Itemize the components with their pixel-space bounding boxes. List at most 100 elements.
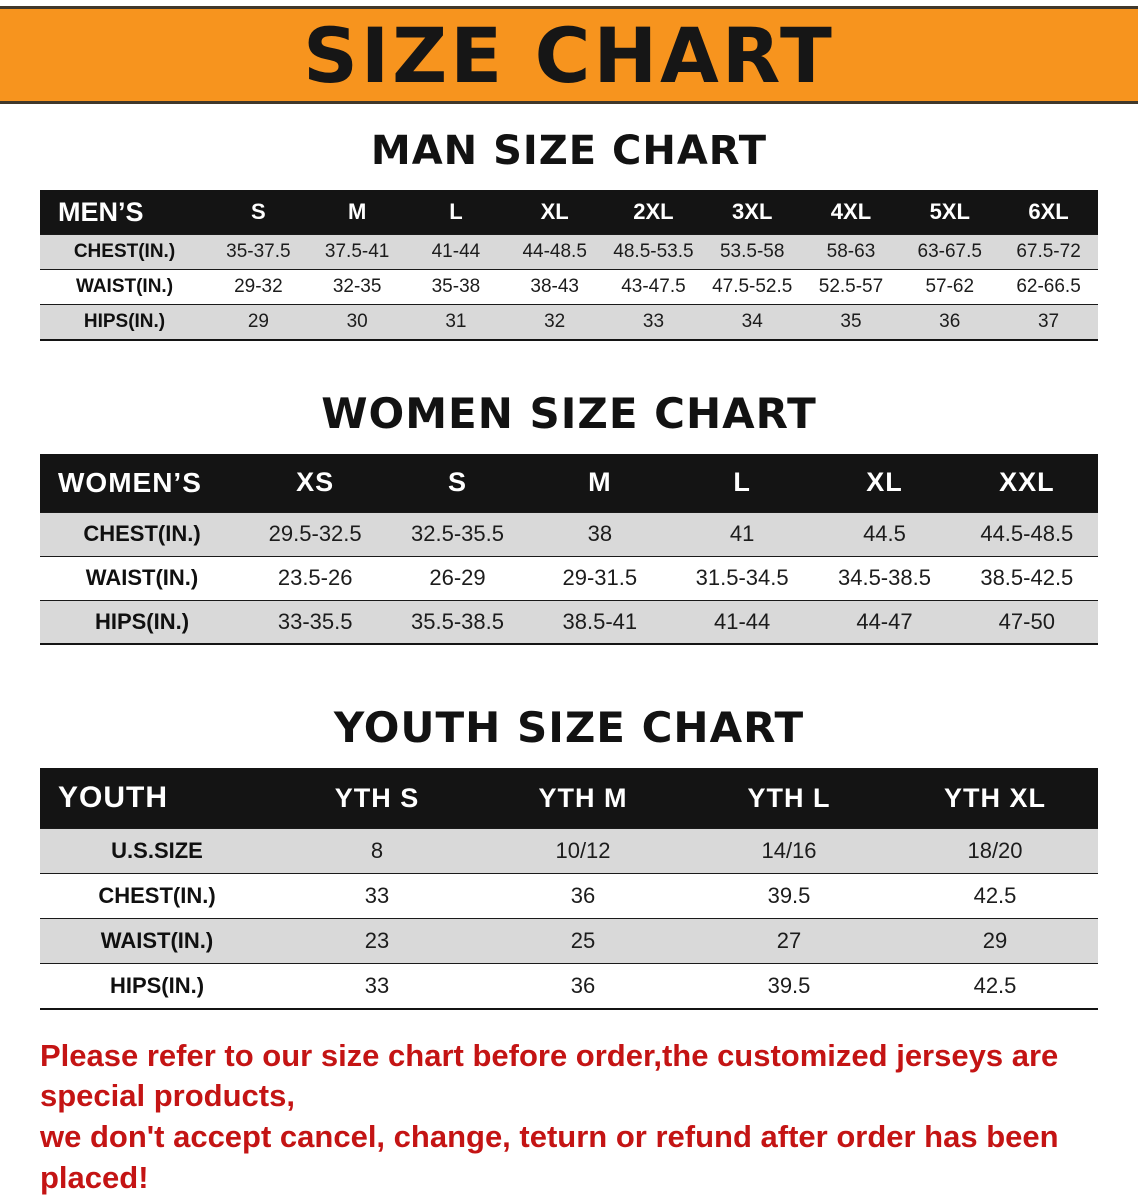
size-value: 52.5-57	[802, 270, 901, 305]
size-value: 41-44	[407, 235, 506, 270]
size-value: 29-32	[209, 270, 308, 305]
size-value: 38	[529, 512, 671, 556]
women-section-heading: WOMEN SIZE CHART	[0, 389, 1138, 438]
size-value: 31	[407, 305, 506, 340]
size-value: 62-66.5	[999, 270, 1098, 305]
size-value: 23	[274, 919, 480, 964]
size-value: 8	[274, 829, 480, 874]
size-column-header: XXL	[956, 454, 1098, 513]
youth-section-heading: YOUTH SIZE CHART	[0, 703, 1138, 752]
size-value: 38.5-42.5	[956, 556, 1098, 600]
size-value: 14/16	[686, 829, 892, 874]
size-value: 32-35	[308, 270, 407, 305]
size-column-header: L	[407, 190, 506, 235]
size-value: 38.5-41	[529, 600, 671, 644]
size-value: 44.5-48.5	[956, 512, 1098, 556]
size-column-header: YTH XL	[892, 768, 1098, 829]
measurement-label: U.S.SIZE	[40, 829, 274, 874]
size-value: 29	[892, 919, 1098, 964]
size-column-header: S	[209, 190, 308, 235]
men-section-heading: MAN SIZE CHART	[0, 128, 1138, 174]
size-value: 38-43	[505, 270, 604, 305]
size-column-header: S	[386, 454, 528, 513]
size-value: 35-37.5	[209, 235, 308, 270]
size-value: 42.5	[892, 964, 1098, 1009]
size-value: 31.5-34.5	[671, 556, 813, 600]
table-group-label: YOUTH	[40, 768, 274, 829]
notice-line-2: we don't accept cancel, change, teturn o…	[40, 1117, 1102, 1199]
size-value: 37	[999, 305, 1098, 340]
size-column-header: YTH L	[686, 768, 892, 829]
size-column-header: YTH M	[480, 768, 686, 829]
size-value: 44-48.5	[505, 235, 604, 270]
notice-line-1: Please refer to our size chart before or…	[40, 1036, 1102, 1118]
measurement-label: CHEST(IN.)	[40, 235, 209, 270]
size-value: 29-31.5	[529, 556, 671, 600]
size-value: 39.5	[686, 964, 892, 1009]
table-group-label: WOMEN’S	[40, 454, 244, 513]
size-value: 42.5	[892, 874, 1098, 919]
page-title: SIZE CHART	[303, 11, 835, 100]
size-value: 63-67.5	[900, 235, 999, 270]
size-value: 58-63	[802, 235, 901, 270]
size-value: 47.5-52.5	[703, 270, 802, 305]
size-value: 67.5-72	[999, 235, 1098, 270]
measurement-label: CHEST(IN.)	[40, 512, 244, 556]
size-value: 26-29	[386, 556, 528, 600]
size-value: 35	[802, 305, 901, 340]
size-column-header: YTH S	[274, 768, 480, 829]
measurement-label: HIPS(IN.)	[40, 600, 244, 644]
size-value: 32	[505, 305, 604, 340]
size-value: 29	[209, 305, 308, 340]
size-column-header: XS	[244, 454, 386, 513]
table-group-label: MEN’S	[40, 190, 209, 235]
size-value: 43-47.5	[604, 270, 703, 305]
size-value: 53.5-58	[703, 235, 802, 270]
size-value: 36	[480, 964, 686, 1009]
size-value: 33	[604, 305, 703, 340]
size-value: 25	[480, 919, 686, 964]
size-value: 48.5-53.5	[604, 235, 703, 270]
size-value: 34.5-38.5	[813, 556, 955, 600]
size-value: 23.5-26	[244, 556, 386, 600]
size-value: 36	[480, 874, 686, 919]
size-column-header: XL	[505, 190, 604, 235]
size-column-header: M	[308, 190, 407, 235]
size-column-header: 4XL	[802, 190, 901, 235]
size-column-header: 2XL	[604, 190, 703, 235]
size-value: 32.5-35.5	[386, 512, 528, 556]
size-value: 10/12	[480, 829, 686, 874]
size-value: 57-62	[900, 270, 999, 305]
size-value: 36	[900, 305, 999, 340]
size-value: 34	[703, 305, 802, 340]
size-column-header: 3XL	[703, 190, 802, 235]
measurement-label: HIPS(IN.)	[40, 964, 274, 1009]
measurement-label: CHEST(IN.)	[40, 874, 274, 919]
size-value: 27	[686, 919, 892, 964]
measurement-label: WAIST(IN.)	[40, 919, 274, 964]
banner: SIZE CHART	[0, 6, 1138, 104]
size-value: 41-44	[671, 600, 813, 644]
measurement-label: WAIST(IN.)	[40, 556, 244, 600]
size-value: 35-38	[407, 270, 506, 305]
measurement-label: WAIST(IN.)	[40, 270, 209, 305]
size-value: 33-35.5	[244, 600, 386, 644]
size-value: 33	[274, 874, 480, 919]
size-value: 37.5-41	[308, 235, 407, 270]
size-value: 44.5	[813, 512, 955, 556]
